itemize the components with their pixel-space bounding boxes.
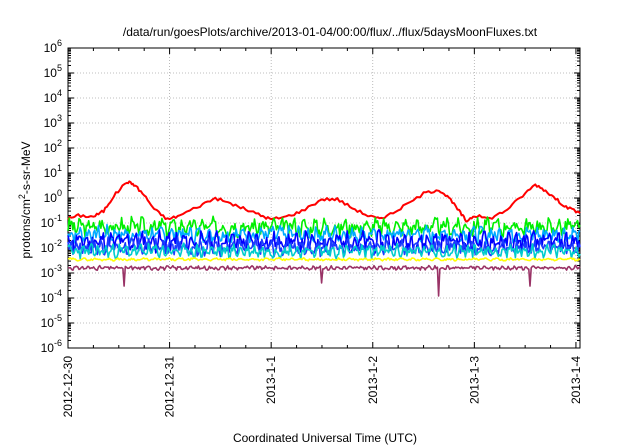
x-tick-label: 2013-1-3 [467, 356, 481, 404]
y-tick-label: 10-2 [41, 238, 62, 255]
y-tick-label: 104 [44, 88, 62, 105]
series-line [67, 264, 581, 297]
x-tick-labels: 2012-12-30 2012-12-31 2013-1-1 2013-1-2 2013… [61, 356, 583, 418]
x-tick-label: 2013-1-4 [569, 356, 583, 404]
y-tick-label: 102 [44, 138, 62, 155]
y-axis-label-suffix: -s-sr-MeV [19, 141, 33, 194]
y-tick-labels: 10-6 10-5 10-4 10-3 10-2 10-1 100 101 102 103 104 1… [41, 38, 62, 355]
y-tick-label: 103 [44, 113, 62, 130]
y-tick-label: 10-5 [41, 313, 62, 330]
series-line [67, 223, 581, 245]
series-line [67, 215, 581, 239]
series-line [67, 242, 581, 260]
y-tick-label: 105 [44, 63, 62, 80]
y-tick-label: 106 [44, 38, 62, 55]
y-axis-label-prefix: protons/cm [19, 199, 33, 258]
y-tick-label: 10-3 [41, 263, 62, 280]
series-group [67, 180, 581, 297]
axis-ticks [67, 47, 580, 349]
y-tick-label: 101 [44, 163, 62, 180]
x-tick-label: 2012-12-30 [61, 356, 75, 418]
x-axis-label: Coordinated Universal Time (UTC) [233, 431, 417, 445]
y-tick-label: 10-6 [41, 338, 62, 355]
y-axis-label-superscript: 2 [17, 194, 27, 199]
y-axis-label: protons/cm2-s-sr-MeV [17, 141, 33, 258]
x-tick-label: 2012-12-31 [163, 356, 177, 418]
plot-grid [68, 48, 580, 348]
y-tick-label: 10-4 [41, 288, 62, 305]
x-tick-label: 2013-1-1 [264, 356, 278, 404]
series-line [67, 180, 581, 223]
chart-title: /data/run/goesPlots/archive/2013-01-04/0… [123, 25, 538, 39]
x-tick-label: 2013-1-2 [366, 356, 380, 404]
y-tick-label: 10-1 [41, 213, 62, 230]
series-line [67, 257, 581, 262]
y-tick-label: 100 [44, 188, 62, 205]
